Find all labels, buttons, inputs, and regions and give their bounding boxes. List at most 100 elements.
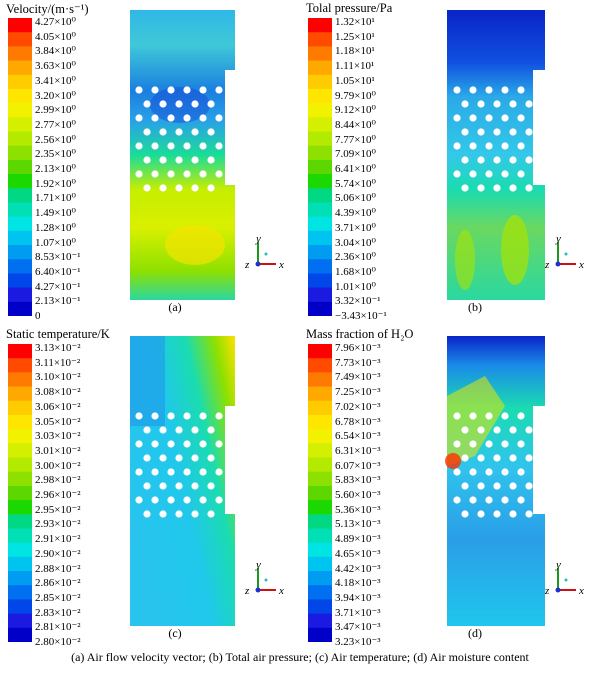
axis-triad: y z x bbox=[544, 234, 584, 271]
tube-dot bbox=[509, 184, 517, 192]
tube-dot bbox=[175, 482, 183, 490]
tube-dot bbox=[469, 86, 477, 94]
tube-dot bbox=[215, 142, 223, 150]
colorbar-tick-label: 2.83×10⁻² bbox=[35, 606, 81, 619]
tube-dot bbox=[453, 468, 461, 476]
tube-dot bbox=[517, 412, 525, 420]
colorbar-swatch bbox=[308, 528, 332, 544]
colorbar-tick-label: 2.96×10⁻² bbox=[35, 489, 81, 501]
tube-dot bbox=[191, 128, 199, 136]
tube-dot bbox=[207, 100, 215, 108]
tube-dot bbox=[135, 496, 143, 504]
colorbar-swatch bbox=[8, 74, 32, 90]
tube-dot bbox=[191, 426, 199, 434]
tube-dot bbox=[469, 440, 477, 448]
axis-x-label: x bbox=[578, 259, 584, 271]
tube-dot bbox=[191, 482, 199, 490]
contour-plot bbox=[130, 10, 235, 300]
tube-dot bbox=[143, 426, 151, 434]
tube-dot bbox=[493, 482, 501, 490]
colorbar-tick-label: 2.80×10⁻² bbox=[35, 636, 81, 648]
colorbar-swatch bbox=[308, 174, 332, 189]
tube-dot bbox=[477, 510, 485, 518]
colorbar-swatch bbox=[8, 627, 32, 642]
tube-dot bbox=[167, 170, 175, 178]
colorbar-swatch bbox=[308, 131, 332, 147]
colorbar-tick-label: 5.60×10⁻³ bbox=[335, 489, 381, 501]
tube-dot bbox=[509, 426, 517, 434]
axis-x-label: x bbox=[578, 585, 584, 597]
colorbar-swatch bbox=[8, 230, 32, 246]
colorbar-swatch bbox=[8, 556, 32, 572]
tube-dot bbox=[469, 170, 477, 178]
tube-dot bbox=[151, 440, 159, 448]
tube-dot bbox=[183, 412, 191, 420]
colorbar-tick-label: 3.11×10⁻² bbox=[35, 356, 81, 369]
tube-dot bbox=[485, 496, 493, 504]
colorbar-tick-label: 7.49×10⁻³ bbox=[335, 371, 381, 384]
colorbar-tick-label: 2.13×10⁻¹ bbox=[35, 295, 81, 308]
colorbar-swatch bbox=[8, 599, 32, 615]
tube-dot bbox=[533, 114, 541, 122]
tube-rows bbox=[453, 412, 541, 518]
colorbar-swatch bbox=[8, 60, 32, 76]
colorbar-tick-label: 3.41×10⁰ bbox=[35, 74, 76, 87]
colorbar-tick-label: 1.71×10⁰ bbox=[35, 192, 76, 205]
tube-dot bbox=[175, 156, 183, 164]
colorbar-tick-label: 4.27×10⁰ bbox=[35, 16, 76, 28]
colorbar-swatch bbox=[308, 273, 332, 289]
colorbar-swatch bbox=[308, 627, 332, 642]
tube-dot bbox=[461, 128, 469, 136]
tube-dot bbox=[151, 114, 159, 122]
colorbar-swatch bbox=[308, 103, 332, 118]
colorbar-swatch bbox=[308, 429, 332, 444]
tube-dot bbox=[501, 468, 509, 476]
colorbar-tick-label: 2.99×10⁰ bbox=[35, 104, 76, 117]
tube-dot bbox=[191, 184, 199, 192]
colorbar-swatch bbox=[308, 358, 332, 373]
tube-dot bbox=[159, 128, 167, 136]
tube-dot bbox=[517, 468, 525, 476]
tube-dot bbox=[469, 468, 477, 476]
axis-x-label: x bbox=[278, 259, 284, 271]
colorbar bbox=[308, 344, 332, 642]
tube-dot bbox=[199, 142, 207, 150]
colorbar-swatch bbox=[308, 245, 332, 260]
colorbar-tick-label: 5.36×10⁻³ bbox=[335, 503, 381, 516]
tube-dot bbox=[175, 128, 183, 136]
colorbar-tick-label: 2.13×10⁰ bbox=[35, 163, 76, 175]
tube-dot bbox=[461, 426, 469, 434]
colorbar-swatch bbox=[308, 471, 332, 487]
colorbar-swatch bbox=[8, 485, 32, 501]
colorbar-tick-label: 6.54×10⁻³ bbox=[335, 430, 381, 443]
colorbar-swatch bbox=[8, 528, 32, 544]
tube-dot bbox=[199, 412, 207, 420]
colorbar-tick-label: 3.01×10⁻² bbox=[35, 444, 81, 457]
tube-dot bbox=[525, 454, 533, 462]
colorbar-tick-label: 9.12×10⁰ bbox=[335, 104, 376, 117]
tube-dot bbox=[167, 86, 175, 94]
axis-z-label: z bbox=[244, 585, 250, 597]
colorbar-tick-label: 7.73×10⁻³ bbox=[335, 356, 381, 369]
colorbar-swatch bbox=[308, 485, 332, 501]
axis-y-label: y bbox=[555, 234, 561, 245]
axis-y-label: y bbox=[555, 560, 561, 571]
tube-dot bbox=[215, 496, 223, 504]
axis-y-label: y bbox=[255, 560, 261, 571]
colorbar-tick-label: 5.74×10⁰ bbox=[335, 177, 376, 190]
colorbar-tick-label: 1.01×10⁰ bbox=[335, 280, 376, 293]
colorbar-tick-label: 2.35×10⁰ bbox=[35, 148, 76, 161]
tube-dot bbox=[199, 440, 207, 448]
tube-dot bbox=[501, 114, 509, 122]
colorbar-tick-label: 1.07×10⁰ bbox=[35, 236, 76, 249]
colorbar-tick-label: 1.05×10¹ bbox=[335, 74, 375, 87]
tube-dot bbox=[461, 454, 469, 462]
tube-dot bbox=[215, 114, 223, 122]
colorbar-tick-label: 2.93×10⁻² bbox=[35, 518, 81, 531]
colorbar-swatch bbox=[8, 344, 32, 359]
tube-rows bbox=[135, 412, 223, 518]
tube-dot bbox=[159, 184, 167, 192]
colorbar-tick-label: 3.13×10⁻² bbox=[35, 342, 81, 354]
tube-dot bbox=[143, 100, 151, 108]
tube-dot bbox=[167, 114, 175, 122]
